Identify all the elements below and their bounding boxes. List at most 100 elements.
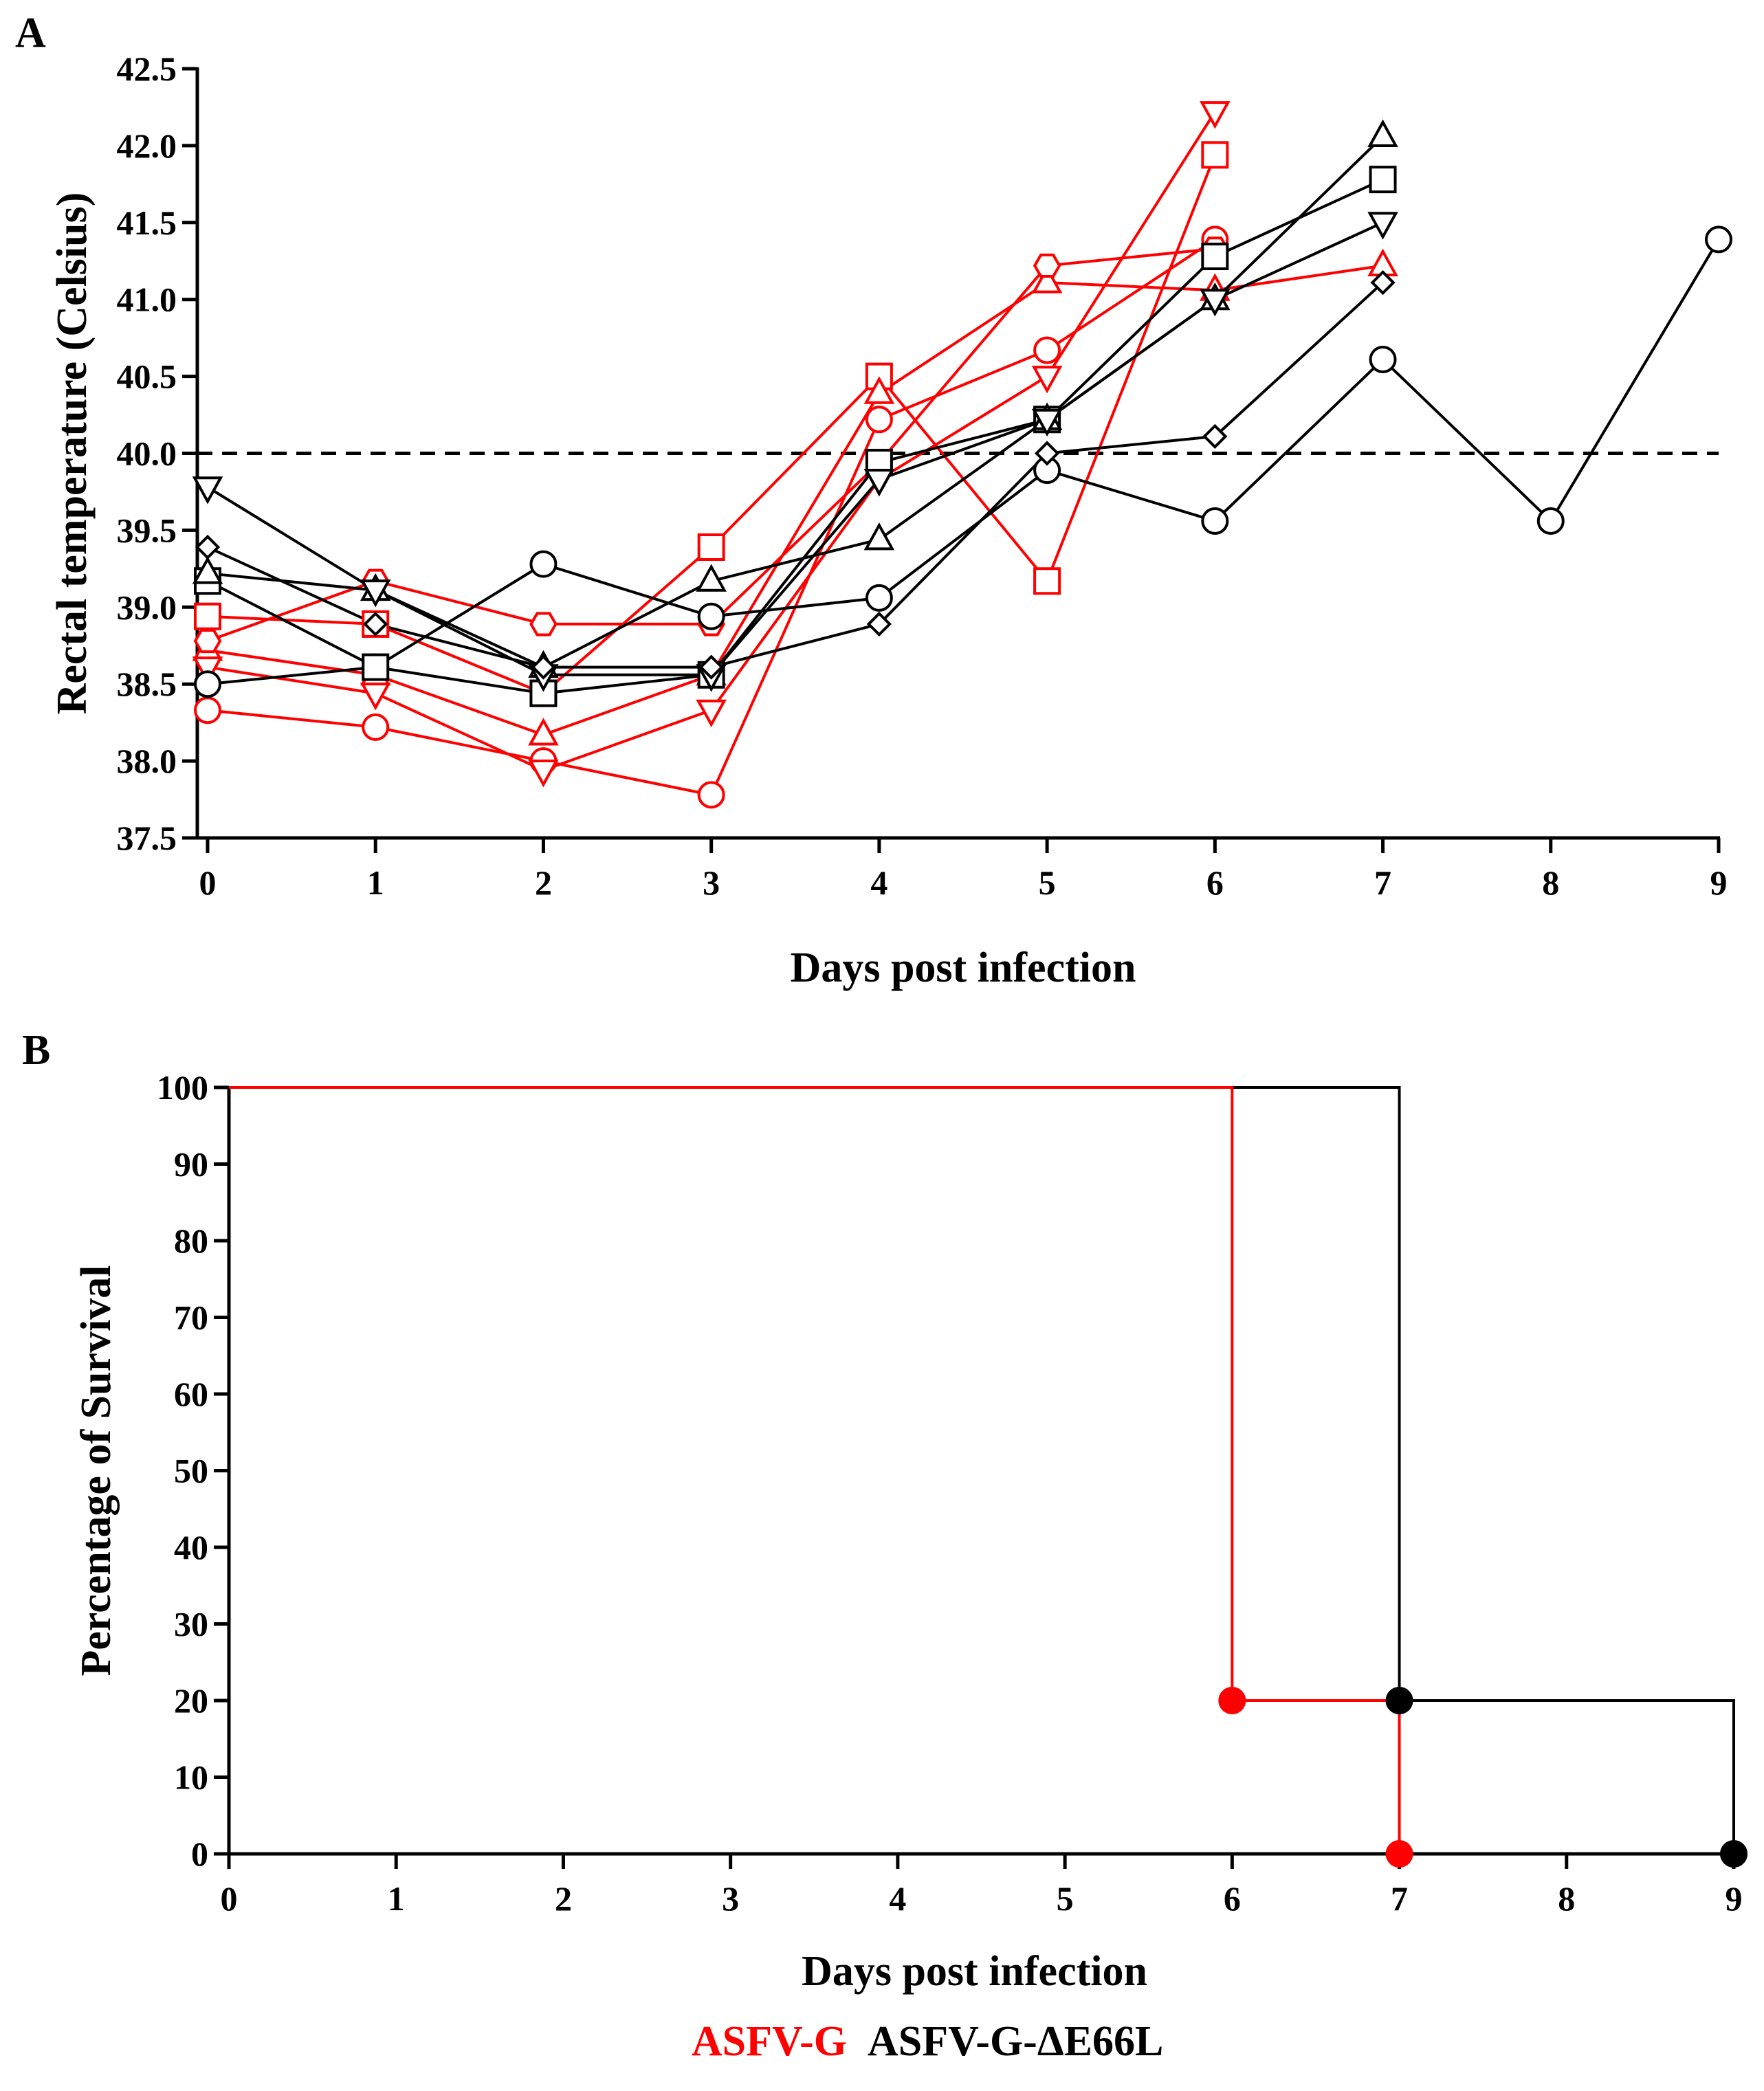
data-point-asfv-g-square: [1033, 567, 1061, 595]
data-point-asfv-g-de66l-circle: [529, 550, 558, 578]
y-tick-label: 0: [191, 1835, 208, 1873]
data-point-asfv-g-de66l-triangle-down: [863, 469, 895, 497]
x-tick-label: 6: [1224, 1879, 1241, 1918]
y-tick-label: 60: [174, 1375, 208, 1413]
x-tick-label: 9: [1710, 863, 1728, 902]
series-line-asfv-g-de66l-circle: [207, 239, 1720, 686]
legend-entry-asfv-g: ASFV-G: [692, 2018, 847, 2065]
data-point-asfv-g-triangle-down: [1200, 101, 1231, 129]
data-point-asfv-g-de66l-circle: [1369, 345, 1397, 373]
y-tick-label: 90: [174, 1145, 208, 1184]
x-tick-label: 7: [1374, 863, 1391, 902]
data-point-asfv-g-square: [1201, 141, 1229, 169]
survival-step-asfv-g: [229, 1086, 1401, 1854]
data-point-asfv-g-triangle-down: [696, 699, 727, 728]
data-point-asfv-g-de66l-circle: [697, 602, 725, 630]
data-point-asfv-g-triangle-up: [1031, 265, 1063, 294]
censor-point-asfv-g: [1218, 1687, 1246, 1714]
data-point-asfv-g-de66l-square: [1201, 243, 1229, 271]
x-tick-label: 9: [1726, 1879, 1743, 1918]
data-point-asfv-g-hexagon: [1033, 253, 1061, 278]
x-tick-label: 3: [722, 1879, 739, 1918]
y-tick-label: 42.0: [117, 126, 177, 165]
y-tick-label: 30: [174, 1605, 208, 1644]
x-tick-label: 8: [1558, 1879, 1575, 1918]
data-point-asfv-g-de66l-diamond: [866, 611, 892, 637]
x-axis-label: Days post infection: [791, 944, 1136, 991]
censor-point-asfv-g-de66l: [1720, 1840, 1748, 1868]
censor-point-asfv-g-de66l: [1385, 1687, 1413, 1714]
data-point-asfv-g-de66l-triangle-up: [696, 564, 727, 592]
y-tick-label: 70: [174, 1298, 208, 1337]
legend: ASFV-G ASFV-G-ΔE66L: [692, 2018, 1164, 2065]
y-tick-label: 38.5: [117, 665, 177, 703]
x-tick-label: 0: [221, 1879, 238, 1918]
data-point-asfv-g-de66l-triangle-down: [1200, 289, 1231, 317]
y-tick-label: 100: [157, 1068, 208, 1107]
x-tick-label: 4: [889, 1879, 906, 1918]
data-point-asfv-g-de66l-diamond: [698, 654, 724, 680]
data-point-asfv-g-square: [697, 533, 725, 562]
x-tick-label: 2: [555, 1879, 572, 1918]
data-point-asfv-g-triangle-down: [1031, 366, 1063, 394]
data-point-asfv-g-de66l-triangle-down: [360, 579, 391, 608]
data-point-asfv-g-de66l-diamond: [363, 611, 388, 637]
y-tick-label: 80: [174, 1221, 208, 1260]
x-tick-label: 2: [535, 863, 552, 902]
data-point-asfv-g-de66l-circle: [194, 670, 221, 698]
x-tick-label: 3: [703, 863, 720, 902]
x-tick-label: 1: [367, 863, 384, 902]
y-axis-label: Rectal temperature (Celsius): [49, 192, 96, 715]
data-point-asfv-g-de66l-circle: [1705, 225, 1732, 254]
y-tick-label: 40.0: [117, 434, 177, 473]
data-point-asfv-g-de66l-triangle-down: [1367, 212, 1398, 240]
series-line-asfv-g-de66l-square: [207, 178, 1384, 695]
x-tick-label: 1: [388, 1879, 405, 1918]
data-point-asfv-g-circle: [1033, 336, 1061, 364]
y-tick-label: 39.5: [117, 511, 177, 549]
series-line-asfv-g-de66l-triangle-down: [206, 221, 1384, 676]
y-tick-label: 38.0: [117, 742, 177, 780]
y-tick-label: 50: [174, 1452, 208, 1490]
data-point-asfv-g-de66l-diamond: [1202, 423, 1228, 450]
censor-point-asfv-g: [1385, 1840, 1413, 1868]
y-tick-label: 40.5: [117, 357, 177, 396]
data-point-asfv-g-de66l-triangle-down: [1031, 408, 1063, 437]
y-tick-label: 10: [174, 1758, 208, 1797]
data-point-asfv-g-square: [194, 602, 221, 630]
data-point-asfv-g-circle: [865, 406, 893, 434]
data-point-asfv-g-de66l-square: [362, 653, 390, 681]
data-point-asfv-g-de66l-triangle-down: [192, 476, 223, 505]
x-tick-label: 8: [1542, 863, 1559, 902]
x-tick-label: 7: [1391, 1879, 1408, 1918]
y-tick-label: 42.5: [117, 49, 177, 88]
y-axis-label: Percentage of Survival: [73, 1265, 120, 1676]
data-point-asfv-g-triangle-up: [528, 718, 559, 746]
x-tick-label: 5: [1057, 1879, 1074, 1918]
series-line-asfv-g-triangle-up: [207, 264, 1383, 737]
survival-chart: 0 10 20 30 40 50 60 70 80 90 100 0 1 2 3 4 5 6 7 8 9 Days pos…: [73, 1068, 1748, 1995]
x-tick-label: 6: [1206, 863, 1224, 902]
data-point-asfv-g-circle: [697, 781, 725, 809]
data-point-asfv-g-triangle-down: [360, 683, 391, 711]
data-point-asfv-g-de66l-circle: [865, 584, 893, 612]
y-tick-label: 39.0: [117, 588, 177, 626]
survival-step-asfv-g-de66l: [229, 1086, 1735, 1854]
data-point-asfv-g-de66l-diamond: [531, 654, 556, 680]
data-point-asfv-g-circle: [194, 696, 221, 724]
y-tick-label: 40: [174, 1528, 208, 1567]
data-point-asfv-g-de66l-diamond: [195, 534, 221, 560]
y-tick-label: 41.5: [117, 203, 177, 242]
temperature-chart: 37.5 38.0 38.5 39.0 39.5 40.0 40.5 41.0 41.5 42.0…: [49, 49, 1732, 991]
data-point-asfv-g-de66l-diamond: [1370, 269, 1396, 296]
data-point-asfv-g-de66l-circle: [1201, 507, 1229, 535]
x-axis-label: Days post infection: [802, 1948, 1147, 1995]
data-point-asfv-g-hexagon: [529, 612, 558, 637]
y-tick-label: 20: [174, 1681, 208, 1720]
data-point-asfv-g-de66l-triangle-up: [192, 556, 223, 584]
data-point-asfv-g-de66l-triangle-up: [1367, 119, 1398, 147]
data-point-asfv-g-de66l-triangle-up: [863, 522, 895, 551]
data-point-asfv-g-de66l-square: [1369, 166, 1397, 194]
x-tick-label: 0: [199, 863, 217, 902]
